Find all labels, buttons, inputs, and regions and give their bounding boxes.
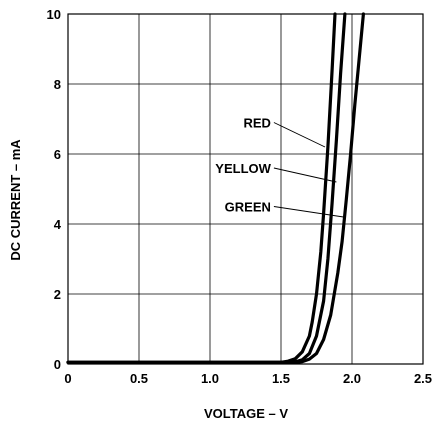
leader-line: [273, 167, 337, 183]
y-tick-label: 2: [54, 287, 61, 302]
x-tick-label: 2.0: [343, 371, 361, 386]
y-tick-label: 10: [47, 7, 61, 22]
series-label-yellow: YELLOW: [215, 161, 271, 176]
grid-layer: [67, 13, 424, 365]
series-label-green: GREEN: [225, 200, 271, 215]
y-tick-label: 0: [54, 357, 61, 372]
x-tick-label: 1.5: [272, 371, 290, 386]
leader-line: [273, 206, 344, 218]
x-tick-label: 0: [64, 371, 71, 386]
label-layer: RED YELLOW GREEN: [215, 116, 344, 218]
leader-line: [273, 122, 326, 148]
x-tick-label: 2.5: [414, 371, 432, 386]
y-axis-title: DC CURRENT – mA: [8, 139, 23, 261]
x-axis-title: VOLTAGE – V: [204, 406, 288, 421]
y-tick-label: 8: [54, 77, 61, 92]
series-line-red: [66, 12, 337, 364]
y-tick-label: 6: [54, 147, 61, 162]
series-line-green: [66, 12, 365, 364]
series-line-yellow: [66, 12, 347, 364]
series-label-red: RED: [243, 116, 270, 131]
x-tick-label: 0.5: [130, 371, 148, 386]
x-tick-label: 1.0: [201, 371, 219, 386]
y-tick-label: 4: [54, 217, 62, 232]
series-layer: [66, 12, 365, 364]
plot-frame: [67, 13, 424, 365]
tick-layer: 0 0.5 1.0 1.5 2.0 2.5 0 2 4 6 8 10: [47, 7, 433, 386]
